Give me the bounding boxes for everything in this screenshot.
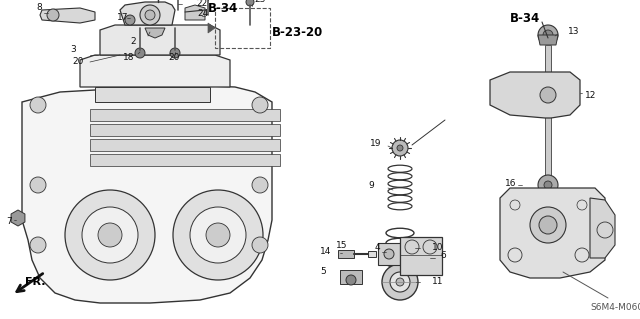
Circle shape [190,207,246,263]
Circle shape [246,0,254,6]
Circle shape [135,48,145,58]
Polygon shape [90,109,280,121]
Polygon shape [500,188,605,278]
Circle shape [384,249,394,259]
Circle shape [543,30,553,40]
Text: 9: 9 [368,181,374,189]
Text: B-34: B-34 [208,2,238,14]
Text: 4: 4 [375,243,381,253]
Polygon shape [95,87,210,102]
Polygon shape [208,23,215,33]
Circle shape [252,97,268,113]
Circle shape [540,87,556,103]
Circle shape [140,5,160,25]
Polygon shape [90,139,280,151]
Circle shape [12,212,24,224]
Circle shape [538,175,558,195]
Text: 2: 2 [130,38,136,47]
Text: 15: 15 [336,241,348,249]
Text: 8: 8 [36,4,42,12]
Circle shape [170,48,180,58]
Text: 16: 16 [505,179,516,188]
Circle shape [82,207,138,263]
Circle shape [30,97,46,113]
Text: 11: 11 [432,278,444,286]
Text: 20: 20 [168,54,179,63]
Polygon shape [590,198,615,258]
Circle shape [392,140,408,156]
Polygon shape [22,85,272,303]
Circle shape [346,275,356,285]
Text: 22: 22 [196,0,207,9]
Circle shape [65,190,155,280]
Polygon shape [538,35,558,45]
Circle shape [530,207,566,243]
Circle shape [396,278,404,286]
Bar [340,270,362,284]
Circle shape [173,190,263,280]
Text: 6: 6 [440,250,445,259]
Text: 14: 14 [320,248,332,256]
Circle shape [252,177,268,193]
Circle shape [125,15,135,25]
Text: 17: 17 [117,13,129,23]
Bar [338,250,354,258]
Text: 23: 23 [254,0,266,4]
Bar [378,243,400,265]
Text: 13: 13 [568,27,579,36]
Circle shape [538,25,558,45]
Text: B-23-20: B-23-20 [272,26,323,39]
Polygon shape [185,5,205,20]
Circle shape [145,10,155,20]
Circle shape [539,216,557,234]
Polygon shape [90,154,280,166]
Text: 20: 20 [72,57,83,66]
Polygon shape [40,8,95,23]
Circle shape [47,9,59,21]
Text: FR.: FR. [25,277,45,287]
Polygon shape [100,25,220,55]
Bar [545,45,551,185]
Polygon shape [490,72,580,118]
Bar [400,237,442,275]
Circle shape [30,237,46,253]
Circle shape [390,272,410,292]
Circle shape [98,223,122,247]
Text: 3: 3 [70,46,76,55]
Text: B-34: B-34 [510,11,540,25]
Circle shape [382,264,418,300]
Polygon shape [80,55,230,87]
Polygon shape [90,124,280,136]
Polygon shape [11,210,25,226]
Text: 12: 12 [585,91,596,100]
Circle shape [252,237,268,253]
Text: 5: 5 [320,268,326,277]
Text: S6M4-M0600: S6M4-M0600 [590,303,640,313]
Text: 18: 18 [123,54,134,63]
Circle shape [397,145,403,151]
Bar [215,8,270,48]
Circle shape [544,181,552,189]
Text: 10: 10 [432,243,444,253]
Text: 7: 7 [6,218,12,226]
Polygon shape [120,2,175,25]
Text: 24: 24 [197,10,208,19]
Polygon shape [145,28,165,38]
Circle shape [206,223,230,247]
Bar [368,251,376,257]
Text: 19: 19 [370,138,381,147]
Circle shape [30,177,46,193]
